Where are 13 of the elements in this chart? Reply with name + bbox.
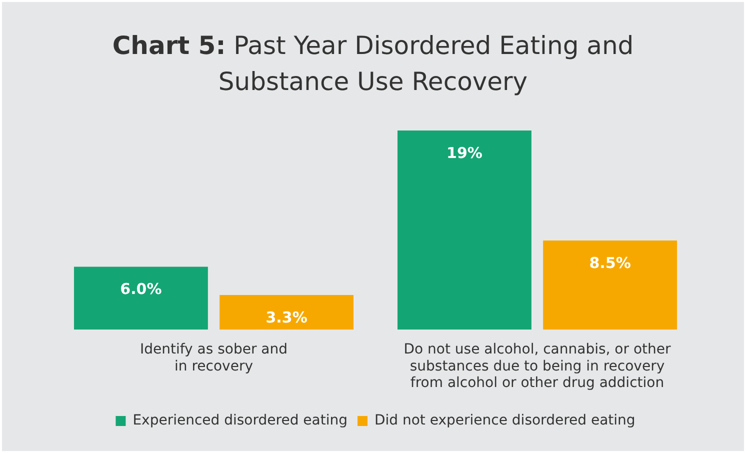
- chart-title: Chart 5: Past Year Disordered Eating and Substance Use Recovery: [111, 30, 635, 98]
- bar: [74, 266, 208, 330]
- bar: [220, 295, 354, 330]
- data-label: 8.5%: [589, 254, 631, 272]
- bar: [398, 130, 532, 330]
- data-label: 3.3%: [266, 308, 308, 326]
- data-label: 6.0%: [120, 280, 162, 298]
- legend-label: Experienced disordered eating: [132, 412, 348, 429]
- legend-label: Did not experience disordered eating: [374, 412, 636, 429]
- bar: [543, 240, 677, 330]
- x-tick-label: Do not use alcohol, cannabis, or other substances due to being in recovery from alcohol or other drug addiction: [404, 342, 671, 392]
- data-label: 19%: [446, 144, 482, 162]
- x-tick-label: Identify as sober and in recovery: [140, 342, 288, 374]
